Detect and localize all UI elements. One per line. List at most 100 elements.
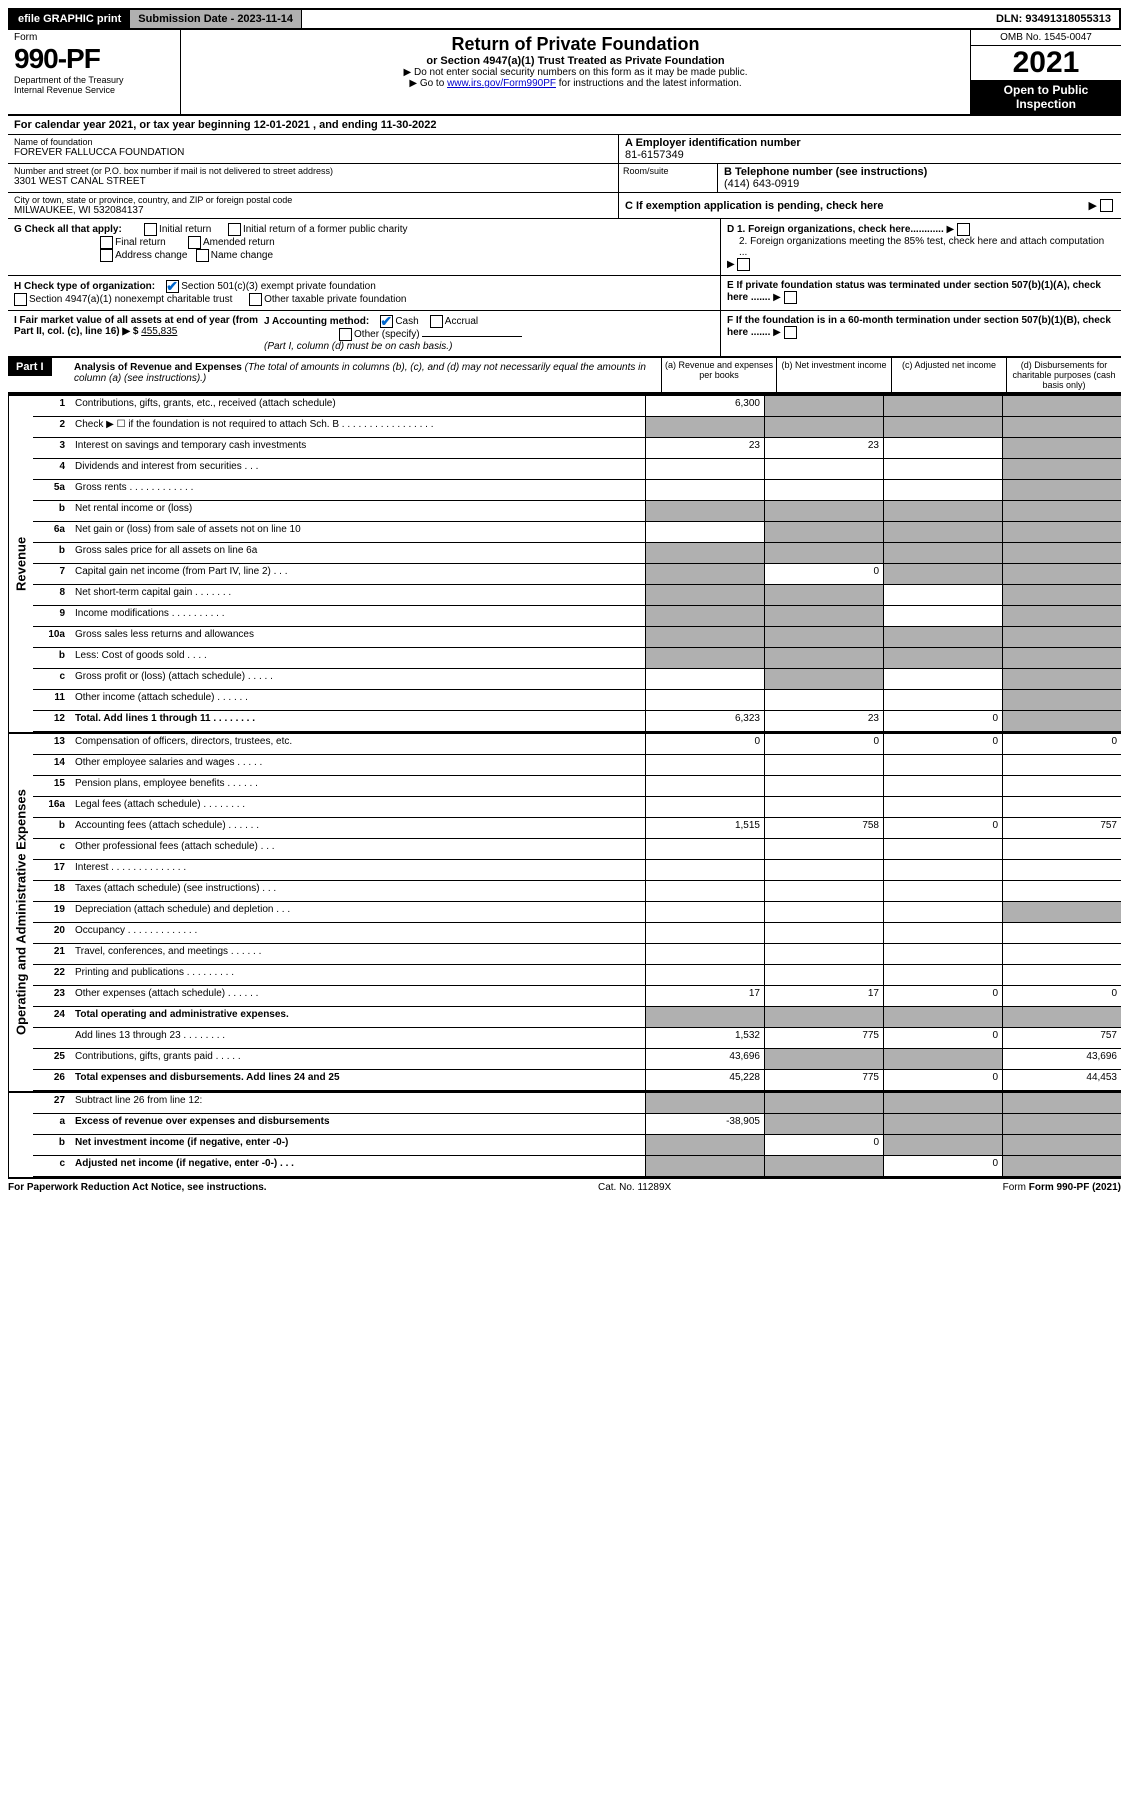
irs-link[interactable]: www.irs.gov/Form990PF: [447, 78, 556, 89]
checkbox-other-acct[interactable]: [339, 328, 352, 341]
footer-form: Form 990-PF (2021): [1029, 1182, 1121, 1193]
form-number: 990-PF: [14, 43, 174, 75]
r3-b: 23: [764, 438, 883, 458]
r12-c: 0: [883, 711, 1002, 731]
row-19: Depreciation (attach schedule) and deple…: [71, 902, 645, 922]
checkbox-accrual[interactable]: [430, 315, 443, 328]
row-7: Capital gain net income (from Part IV, l…: [71, 564, 645, 584]
revenue-section: Revenue 1Contributions, gifts, grants, e…: [8, 394, 1121, 732]
checkbox-d2[interactable]: [737, 258, 750, 271]
part1-header-row: Part I Analysis of Revenue and Expenses …: [8, 357, 1121, 394]
arrow-f: ▶: [773, 327, 781, 338]
j-label: J Accounting method:: [264, 316, 369, 327]
row-16a: Legal fees (attach schedule) . . . . . .…: [71, 797, 645, 817]
r26-d: 44,453: [1002, 1070, 1121, 1090]
row-14: Other employee salaries and wages . . . …: [71, 755, 645, 775]
h1: Section 501(c)(3) exempt private foundat…: [181, 281, 376, 292]
r27a-a: -38,905: [645, 1114, 764, 1134]
checkbox-c[interactable]: [1100, 199, 1113, 212]
dln: DLN: 93491318055313: [988, 10, 1119, 28]
checkbox-4947[interactable]: [14, 293, 27, 306]
footer: For Paperwork Reduction Act Notice, see …: [8, 1177, 1121, 1196]
check-h-row: H Check type of organization: Section 50…: [8, 276, 1121, 311]
efile-label[interactable]: efile GRAPHIC print: [10, 10, 130, 28]
part1-title: Analysis of Revenue and Expenses: [74, 362, 242, 373]
top-bar-left: efile GRAPHIC print Submission Date - 20…: [10, 10, 302, 28]
tax-year: 2021: [971, 46, 1121, 80]
g1: Initial return: [159, 224, 211, 235]
checkbox-501c3[interactable]: [166, 280, 179, 293]
phone-value: (414) 643-0919: [724, 178, 1115, 190]
r26-a: 45,228: [645, 1070, 764, 1090]
r27c-c: 0: [883, 1156, 1002, 1176]
row-9: Income modifications . . . . . . . . . .: [71, 606, 645, 626]
row-5a: Gross rents . . . . . . . . . . . .: [71, 480, 645, 500]
checkbox-former-public[interactable]: [228, 223, 241, 236]
r26-c: 0: [883, 1070, 1002, 1090]
row-18: Taxes (attach schedule) (see instruction…: [71, 881, 645, 901]
row-16c: Other professional fees (attach schedule…: [71, 839, 645, 859]
row-16b: Accounting fees (attach schedule) . . . …: [71, 818, 645, 838]
row-27b: Net investment income (if negative, ente…: [71, 1135, 645, 1155]
h2: Section 4947(a)(1) nonexempt charitable …: [29, 294, 232, 305]
row-4: Dividends and interest from securities .…: [71, 459, 645, 479]
checkbox-other-taxable[interactable]: [249, 293, 262, 306]
phone-label: B Telephone number (see instructions): [724, 166, 927, 178]
g-label: G Check all that apply:: [14, 224, 122, 235]
row-10c: Gross profit or (loss) (attach schedule)…: [71, 669, 645, 689]
expenses-section: Operating and Administrative Expenses 13…: [8, 732, 1121, 1091]
row-26: Total expenses and disbursements. Add li…: [71, 1070, 645, 1090]
row-27a: Excess of revenue over expenses and disb…: [71, 1114, 645, 1134]
row-11: Other income (attach schedule) . . . . .…: [71, 690, 645, 710]
row-27: Subtract line 26 from line 12:: [71, 1093, 645, 1113]
top-bar: efile GRAPHIC print Submission Date - 20…: [8, 8, 1121, 30]
r23-c: 0: [883, 986, 1002, 1006]
form-subtitle: or Section 4947(a)(1) Trust Treated as P…: [189, 55, 962, 67]
row-24b: Add lines 13 through 23 . . . . . . . .: [71, 1028, 645, 1048]
exemption-label: C If exemption application is pending, c…: [625, 200, 884, 212]
row-20: Occupancy . . . . . . . . . . . . .: [71, 923, 645, 943]
i-label: I Fair market value of all assets at end…: [14, 315, 258, 337]
r12-a: 6,323: [645, 711, 764, 731]
footer-right: Form Form 990-PF (2021): [1003, 1182, 1121, 1193]
room-label: Room/suite: [618, 164, 717, 192]
checkbox-addr-change[interactable]: [100, 249, 113, 262]
addr-label: Number and street (or P.O. box number if…: [14, 166, 612, 176]
row-3: Interest on savings and temporary cash i…: [71, 438, 645, 458]
revenue-label: Revenue: [8, 396, 33, 732]
r23-b: 17: [764, 986, 883, 1006]
row-2: Check ▶ ☐ if the foundation is not requi…: [71, 417, 645, 437]
row-5b: Net rental income or (loss): [71, 501, 645, 521]
r1-a: 6,300: [645, 396, 764, 416]
r16b-b: 758: [764, 818, 883, 838]
row-23: Other expenses (attach schedule) . . . .…: [71, 986, 645, 1006]
omb-number: OMB No. 1545-0047: [971, 30, 1121, 46]
form-header: Form 990-PF Department of the Treasury I…: [8, 30, 1121, 116]
arrow-icon: ▶: [1088, 199, 1115, 213]
expenses-label: Operating and Administrative Expenses: [8, 734, 33, 1091]
arrow-e: ▶: [773, 292, 781, 303]
header-center: Return of Private Foundation or Section …: [181, 30, 970, 114]
r27b-b: 0: [764, 1135, 883, 1155]
checkbox-amended[interactable]: [188, 236, 201, 249]
checkbox-f[interactable]: [784, 326, 797, 339]
row-25: Contributions, gifts, grants paid . . . …: [71, 1049, 645, 1069]
city-value: MILWAUKEE, WI 532084137: [14, 205, 612, 216]
r16b-c: 0: [883, 818, 1002, 838]
checkbox-name-change[interactable]: [196, 249, 209, 262]
checkbox-e[interactable]: [784, 291, 797, 304]
header-left: Form 990-PF Department of the Treasury I…: [8, 30, 181, 114]
checkbox-initial-return[interactable]: [144, 223, 157, 236]
r24-c: 0: [883, 1028, 1002, 1048]
open-public: Open to Public Inspection: [971, 80, 1121, 114]
row-15: Pension plans, employee benefits . . . .…: [71, 776, 645, 796]
row-13: Compensation of officers, directors, tru…: [71, 734, 645, 754]
j2: Accrual: [445, 316, 478, 327]
dept-treasury: Department of the Treasury: [14, 75, 174, 85]
r24-d: 757: [1002, 1028, 1121, 1048]
row-24: Total operating and administrative expen…: [71, 1007, 645, 1027]
instr2-pre: ▶ Go to: [409, 78, 447, 89]
checkbox-d1[interactable]: [957, 223, 970, 236]
checkbox-final-return[interactable]: [100, 236, 113, 249]
checkbox-cash[interactable]: [380, 315, 393, 328]
